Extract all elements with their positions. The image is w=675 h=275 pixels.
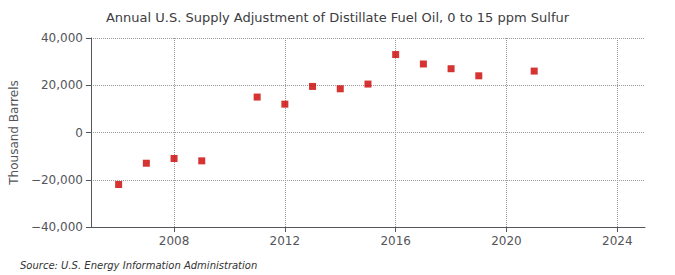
svg-text:Annual U.S. Supply Adjustment: Annual U.S. Supply Adjustment of Distill… [106,10,570,25]
svg-text:40,000: 40,000 [41,31,83,45]
svg-text:2016: 2016 [380,234,411,248]
svg-text:−40,000: −40,000 [31,220,83,234]
svg-text:Thousand Barrels: Thousand Barrels [7,80,21,185]
svg-text:2008: 2008 [159,234,190,248]
svg-text:2012: 2012 [270,234,301,248]
svg-text:0: 0 [75,126,83,140]
svg-text:2024: 2024 [602,234,633,248]
svg-text:2020: 2020 [491,234,522,248]
svg-text:20,000: 20,000 [41,78,83,92]
svg-text:−20,000: −20,000 [31,173,83,187]
svg-text:Source: U.S. Energy Informatio: Source: U.S. Energy Information Administ… [20,260,257,271]
